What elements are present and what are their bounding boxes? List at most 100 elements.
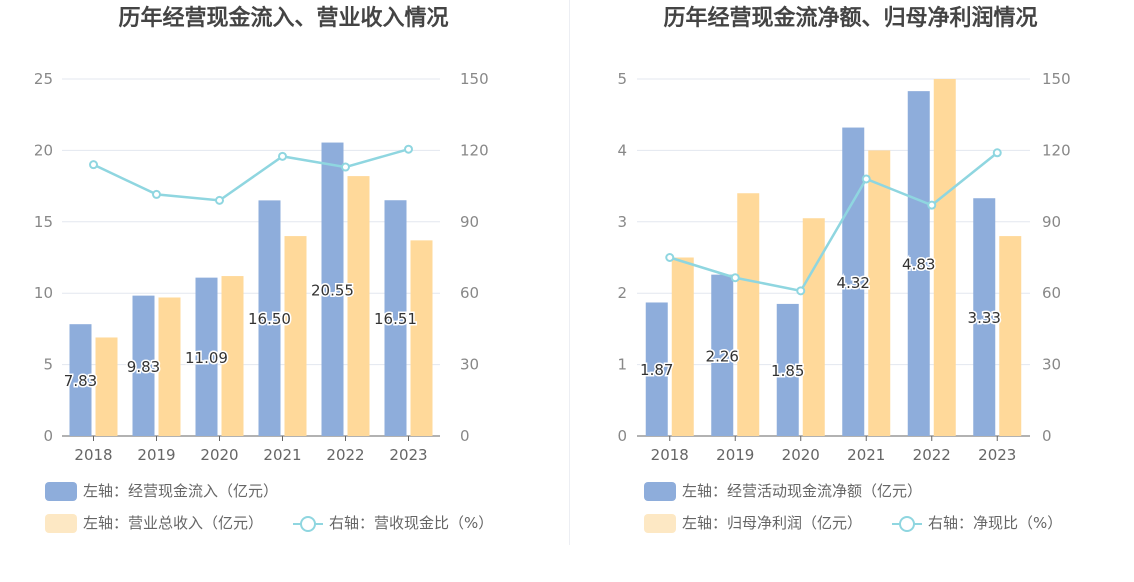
legend-swatch-icon bbox=[45, 482, 77, 501]
right-axis-tick-label: 90 bbox=[460, 213, 479, 231]
left-axis-tick-label: 25 bbox=[34, 70, 53, 88]
right-axis-tick-label: 60 bbox=[460, 284, 479, 302]
left-axis-tick-label: 0 bbox=[617, 427, 627, 445]
left-axis-tick-label: 0 bbox=[43, 427, 53, 445]
legend-line-circle-icon bbox=[293, 514, 323, 533]
right-axis-tick-label: 120 bbox=[460, 141, 489, 159]
bar-data-label: 3.33 bbox=[968, 309, 1001, 327]
line-point bbox=[861, 174, 871, 184]
bar-primary bbox=[132, 295, 155, 436]
legend-label: 右轴：净现比（%） bbox=[928, 514, 1063, 532]
bar-secondary bbox=[158, 297, 181, 436]
line-point bbox=[341, 162, 350, 172]
x-axis-tick-label: 2023 bbox=[978, 446, 1016, 464]
bar-secondary bbox=[802, 218, 825, 436]
bar-primary bbox=[907, 91, 930, 436]
bar-data-label: 4.32 bbox=[837, 274, 870, 292]
left-axis-tick-label: 5 bbox=[43, 356, 53, 374]
legend-item-line[interactable]: 右轴：营收现金比（%） bbox=[293, 512, 493, 534]
line-point bbox=[796, 286, 806, 296]
right-axis-tick-label: 0 bbox=[460, 427, 470, 445]
panel-divider bbox=[569, 0, 570, 545]
bar-primary bbox=[711, 274, 734, 436]
line-point bbox=[992, 148, 1002, 158]
bar-data-label: 7.83 bbox=[64, 372, 97, 390]
legend-item-bar-secondary[interactable]: 左轴：归母净利润（亿元） bbox=[644, 512, 862, 534]
bar-data-label: 16.51 bbox=[374, 310, 417, 328]
bar-primary bbox=[842, 127, 865, 436]
bar-data-label: 1.87 bbox=[640, 361, 673, 379]
line-point bbox=[927, 200, 937, 210]
bar-primary bbox=[69, 324, 92, 436]
right-axis-tick-label: 150 bbox=[1042, 70, 1071, 88]
left-axis-tick-label: 20 bbox=[34, 141, 53, 159]
legend-row-1: 左轴：经营活动现金流净额（亿元） bbox=[644, 480, 1134, 502]
x-axis-tick-label: 2020 bbox=[200, 446, 238, 464]
legend-item-line[interactable]: 右轴：净现比（%） bbox=[892, 512, 1062, 534]
legend-swatch-icon bbox=[45, 514, 77, 533]
legend-item-bar-secondary[interactable]: 左轴：营业总收入（亿元） bbox=[45, 512, 263, 534]
right-axis-tick-label: 150 bbox=[460, 70, 489, 88]
bar-primary bbox=[776, 303, 799, 436]
bar-primary bbox=[321, 142, 344, 436]
bar-data-label: 20.55 bbox=[311, 281, 354, 299]
line-series bbox=[92, 148, 409, 202]
legend-row-1: 左轴：经营现金流入（亿元） bbox=[45, 480, 565, 502]
x-axis-tick-label: 2020 bbox=[782, 446, 820, 464]
line-point bbox=[404, 144, 413, 154]
legend-swatch-icon bbox=[644, 482, 676, 501]
legend-label: 右轴：营收现金比（%） bbox=[329, 514, 494, 532]
bar-primary bbox=[645, 302, 668, 436]
x-axis-tick-label: 2023 bbox=[389, 446, 427, 464]
legend-label: 左轴：归母净利润（亿元） bbox=[682, 514, 863, 532]
x-axis-tick-label: 2018 bbox=[651, 446, 689, 464]
legend-line-circle-icon bbox=[892, 514, 922, 533]
x-axis-tick-label: 2018 bbox=[74, 446, 112, 464]
right-axis-tick-label: 60 bbox=[1042, 284, 1061, 302]
line-point bbox=[89, 160, 98, 170]
bar-data-label: 1.85 bbox=[771, 362, 804, 380]
left-axis-tick-label: 2 bbox=[617, 284, 627, 302]
bar-secondary bbox=[221, 276, 244, 436]
x-axis-tick-label: 2019 bbox=[137, 446, 175, 464]
legend-row-2: 左轴：归母净利润（亿元） 右轴：净现比（%） bbox=[644, 512, 1134, 534]
bar-secondary bbox=[933, 79, 956, 436]
left-axis-tick-label: 1 bbox=[617, 356, 627, 374]
line-point bbox=[665, 253, 675, 262]
legend-item-bar-primary[interactable]: 左轴：经营现金流入（亿元） bbox=[45, 480, 278, 502]
bar-data-label: 4.83 bbox=[902, 256, 935, 274]
left-axis-tick-label: 10 bbox=[34, 284, 53, 302]
bar-secondary bbox=[868, 150, 891, 436]
x-axis-tick-label: 2019 bbox=[716, 446, 754, 464]
legend-row-2: 左轴：营业总收入（亿元） 右轴：营收现金比（%） bbox=[45, 512, 565, 534]
line-point bbox=[152, 189, 161, 199]
legend-item-bar-primary[interactable]: 左轴：经营活动现金流净额（亿元） bbox=[644, 480, 922, 502]
x-axis-tick-label: 2021 bbox=[263, 446, 301, 464]
bar-primary bbox=[258, 200, 281, 436]
chart-plot-left: 0 5 10 15 20 25 0 30 60 90 120 150 2018 7.83 2019 9.83 2… bbox=[34, 70, 489, 464]
legend-label: 左轴：经营活动现金流净额（亿元） bbox=[682, 482, 923, 500]
line-point bbox=[215, 195, 224, 205]
bar-secondary bbox=[737, 193, 760, 436]
right-axis-tick-label: 0 bbox=[1042, 427, 1052, 445]
left-axis-tick-label: 3 bbox=[617, 213, 627, 231]
x-axis-tick-label: 2022 bbox=[913, 446, 951, 464]
line-series bbox=[669, 151, 999, 293]
legend-label: 左轴：营业总收入（亿元） bbox=[83, 514, 264, 532]
bar-data-label: 11.09 bbox=[185, 349, 228, 367]
bar-secondary bbox=[95, 337, 118, 436]
x-axis-tick-label: 2021 bbox=[847, 446, 885, 464]
bar-primary bbox=[384, 200, 407, 436]
chart-panel-left: 历年经营现金流入、营业收入情况 0 5 10 15 20 25 0 30 60 90 120 150 2… bbox=[34, 6, 565, 534]
bar-secondary bbox=[284, 236, 307, 436]
line-point bbox=[278, 151, 287, 161]
right-axis-tick-label: 90 bbox=[1042, 213, 1061, 231]
x-axis-tick-label: 2022 bbox=[326, 446, 364, 464]
chart-title: 历年经营现金流入、营业收入情况 bbox=[118, 6, 449, 31]
chart-plot-right: 0 1 2 3 4 5 0 30 60 90 120 150 2018 1.87 2019 2.26 2020 1… bbox=[617, 70, 1071, 464]
bar-data-label: 2.26 bbox=[706, 347, 739, 365]
left-axis-tick-label: 5 bbox=[617, 70, 627, 88]
legend-swatch-icon bbox=[644, 514, 676, 533]
right-axis-tick-label: 30 bbox=[1042, 356, 1061, 374]
bar-secondary bbox=[347, 176, 370, 436]
